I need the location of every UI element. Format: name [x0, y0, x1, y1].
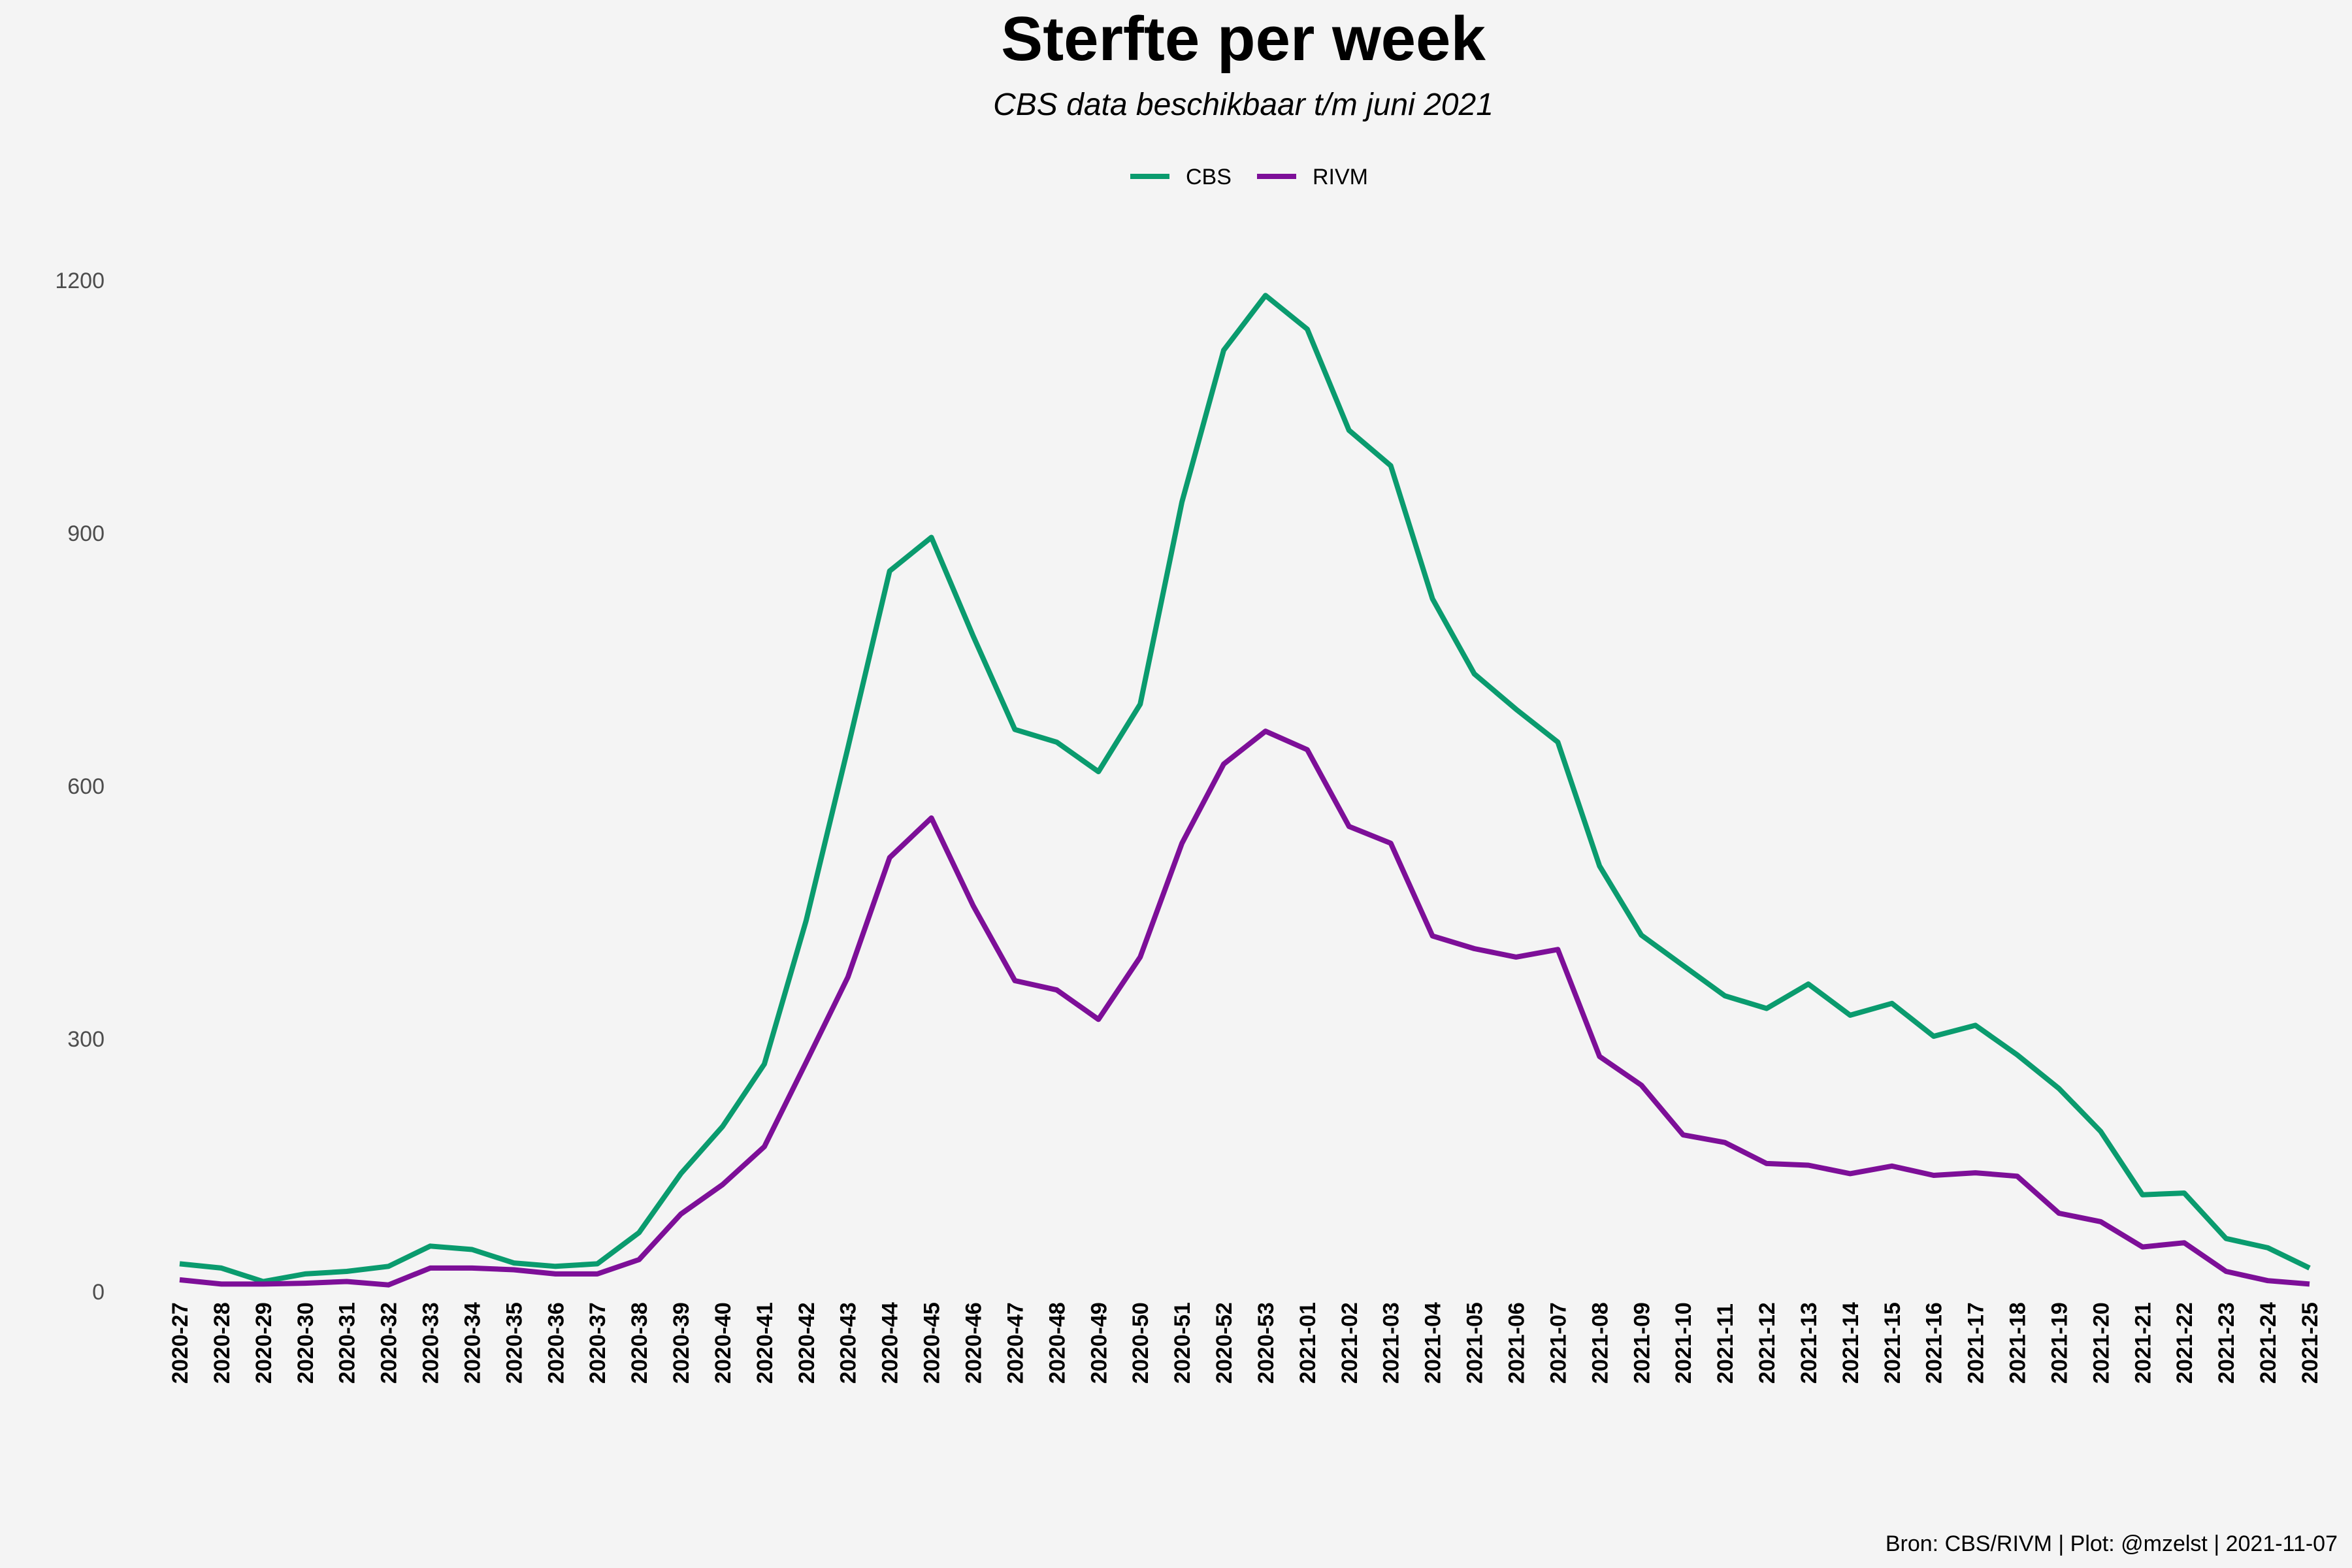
x-tick-label: 2021-24	[2256, 1302, 2281, 1384]
legend: CBS RIVM	[1130, 165, 1368, 189]
x-tick-label: 2021-14	[1838, 1302, 1863, 1384]
x-tick-label: 2020-29	[252, 1302, 276, 1384]
x-axis: 2020-27 2020-28 2020-29 2020-30 2020-31 2020-…	[168, 1302, 2323, 1384]
y-tick-label: 600	[67, 774, 105, 799]
x-tick-label: 2021-17	[1964, 1302, 1989, 1384]
x-tick-label: 2020-45	[920, 1302, 945, 1384]
x-tick-label: 2020-40	[711, 1302, 736, 1384]
x-tick-label: 2021-12	[1755, 1302, 1780, 1384]
x-tick-label: 2020-33	[419, 1302, 444, 1384]
x-tick-label: 2020-50	[1128, 1302, 1153, 1384]
x-tick-label: 2021-01	[1296, 1302, 1320, 1384]
x-tick-label: 2020-47	[1003, 1302, 1028, 1384]
x-tick-label: 2020-28	[210, 1302, 235, 1384]
legend-label-cbs: CBS	[1186, 165, 1232, 189]
x-tick-label: 2021-21	[2131, 1302, 2155, 1384]
x-tick-label: 2021-13	[1797, 1302, 1821, 1384]
x-tick-label: 2020-27	[168, 1302, 193, 1384]
y-tick-label: 900	[67, 521, 105, 546]
x-tick-label: 2020-31	[335, 1302, 360, 1384]
x-tick-label: 2021-11	[1713, 1303, 1738, 1384]
x-tick-label: 2020-52	[1212, 1302, 1237, 1384]
x-tick-label: 2020-36	[544, 1302, 568, 1384]
x-tick-label: 2020-39	[669, 1302, 694, 1384]
x-tick-label: 2020-30	[293, 1302, 318, 1384]
x-tick-label: 2020-32	[377, 1302, 402, 1384]
x-tick-label: 2021-05	[1463, 1302, 1488, 1384]
series-layer	[179, 293, 2311, 1288]
x-tick-label: 2020-44	[878, 1302, 903, 1384]
chart-caption: Bron: CBS/RIVM | Plot: @mzelst | 2021-11…	[1886, 1531, 2338, 1556]
chart-title: Sterfte per week	[1001, 4, 1486, 74]
x-tick-label: 2020-38	[627, 1302, 652, 1384]
x-tick-label: 2021-02	[1337, 1302, 1362, 1384]
x-tick-label: 2021-19	[2047, 1302, 2072, 1384]
x-tick-label: 2021-03	[1379, 1302, 1404, 1384]
x-tick-label: 2020-35	[502, 1302, 527, 1384]
y-axis: 0 300 600 900 1200	[55, 269, 105, 1305]
x-tick-label: 2021-10	[1671, 1302, 1696, 1384]
x-tick-label: 2021-23	[2214, 1302, 2239, 1384]
x-tick-label: 2021-06	[1504, 1302, 1529, 1384]
x-tick-label: 2020-37	[585, 1302, 610, 1384]
x-tick-label: 2020-42	[794, 1302, 819, 1384]
series-line-cbs	[179, 293, 2311, 1284]
x-tick-label: 2021-09	[1629, 1302, 1654, 1384]
x-tick-label: 2021-07	[1546, 1302, 1571, 1384]
x-tick-label: 2020-49	[1086, 1302, 1111, 1384]
chart-subtitle: CBS data beschikbaar t/m juni 2021	[993, 88, 1494, 122]
x-tick-label: 2020-51	[1170, 1302, 1195, 1384]
x-tick-label: 2021-08	[1588, 1302, 1612, 1384]
legend-label-rivm: RIVM	[1313, 165, 1368, 189]
x-tick-label: 2021-20	[2089, 1302, 2114, 1384]
x-tick-label: 2020-53	[1254, 1302, 1279, 1384]
x-tick-label: 2021-18	[2006, 1302, 2031, 1384]
y-tick-label: 1200	[55, 269, 105, 293]
x-tick-label: 2020-43	[836, 1302, 861, 1384]
x-tick-label: 2021-15	[1880, 1302, 1905, 1384]
x-tick-label: 2020-41	[753, 1302, 777, 1384]
x-tick-label: 2020-48	[1045, 1302, 1070, 1384]
x-tick-label: 2021-22	[2172, 1302, 2197, 1384]
x-tick-label: 2020-34	[460, 1302, 485, 1384]
y-tick-label: 300	[67, 1027, 105, 1052]
series-line-rivm	[179, 728, 2310, 1288]
x-tick-label: 2021-25	[2298, 1302, 2323, 1384]
x-tick-label: 2021-04	[1421, 1302, 1446, 1384]
x-tick-label: 2020-46	[962, 1302, 987, 1384]
x-tick-label: 2021-16	[1922, 1302, 1947, 1384]
y-tick-label: 0	[92, 1280, 105, 1305]
